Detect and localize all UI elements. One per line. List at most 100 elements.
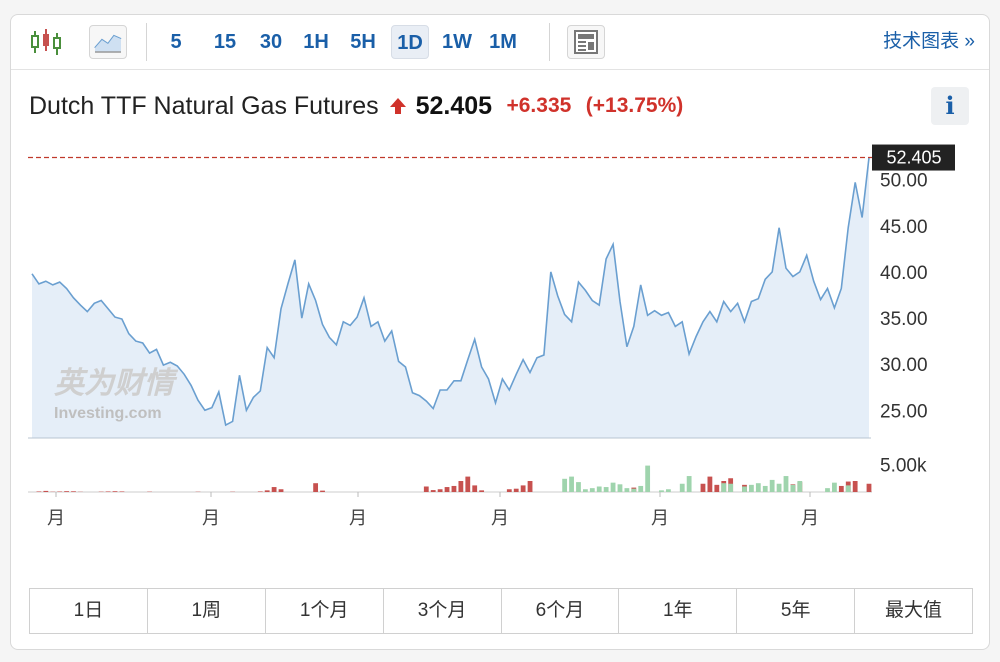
price-line	[31, 157, 870, 427]
y-tick-label: 30.00	[880, 355, 928, 376]
volume-bar-down	[721, 483, 727, 492]
range-button-4[interactable]: 6个月	[502, 589, 620, 633]
volume-bar-down	[617, 484, 623, 492]
volume-bar-down	[631, 488, 637, 492]
y-tick-label: 50.00	[880, 171, 928, 192]
volume-bar-down	[569, 476, 574, 492]
volume-bar-down	[603, 487, 609, 492]
volume-bar-down	[797, 481, 803, 492]
watermark-cn: 英为财情	[54, 367, 179, 400]
volume-bar-up	[119, 491, 125, 492]
arrow-up-icon	[383, 97, 411, 114]
volume-bar-down	[825, 488, 830, 492]
volume-bar-up	[520, 485, 526, 492]
advanced-chart-link[interactable]: 技术图表 »	[883, 31, 975, 52]
x-tick-label: 月	[801, 508, 819, 528]
interval-button-5[interactable]: 5	[170, 31, 182, 53]
volume-bar-down	[624, 488, 630, 492]
volume-bar-down	[665, 489, 671, 492]
last-price-tag	[872, 144, 955, 171]
interval-button-15[interactable]: 15	[213, 31, 237, 53]
chart-toolbar: 5 15 30 1H 5H 1D 1W 1M 技术图表 »	[11, 15, 989, 70]
interval-button-1d[interactable]: 1D	[391, 25, 429, 59]
x-tick-label: 月	[651, 508, 669, 528]
volume-bar-up	[479, 490, 485, 492]
candlestick-icon[interactable]	[27, 25, 65, 59]
volume-bar-up	[64, 491, 69, 492]
volume-bar-down	[686, 476, 692, 492]
volume-bar-up	[264, 490, 270, 492]
volume-bar-down	[659, 490, 664, 492]
volume-bar-up	[506, 489, 512, 492]
volume-bar-up	[112, 491, 118, 492]
volume-bar-down	[610, 482, 616, 492]
volume-bar-up	[866, 483, 872, 492]
area-chart-icon[interactable]	[89, 25, 127, 59]
toolbar-divider	[549, 23, 550, 61]
volume-bar-down	[749, 484, 754, 492]
range-button-3[interactable]: 3个月	[384, 589, 502, 633]
volume-bar-down	[645, 465, 651, 492]
time-range-selector: 1日 1周 1个月 3个月 6个月 1年 5年 最大值	[29, 588, 973, 634]
volume-bar-up	[271, 487, 277, 492]
watermark-en: Investing.com	[54, 405, 162, 422]
volume-bar-up	[320, 490, 325, 492]
volume-bar-up	[71, 491, 76, 492]
x-tick-label: 月	[349, 508, 367, 528]
interval-button-1m[interactable]: 1M	[489, 31, 517, 53]
volume-bar-down	[582, 489, 588, 492]
volume-bar-up	[43, 490, 49, 492]
range-button-1[interactable]: 1周	[148, 589, 266, 633]
volume-bar-down	[790, 484, 796, 492]
volume-bar-up	[472, 485, 478, 492]
volume-bar-down	[783, 476, 789, 492]
volume-bar-down	[679, 483, 685, 492]
price-change: +6.335	[506, 94, 572, 117]
volume-bar-down	[728, 483, 734, 492]
volume-bar-up	[423, 486, 429, 492]
volume-bar-down	[576, 482, 581, 492]
volume-bar-up	[257, 491, 263, 492]
interval-button-1h[interactable]: 1H	[303, 31, 329, 53]
volume-bar-up	[313, 483, 319, 492]
volume-bar-up	[707, 476, 713, 492]
range-button-2[interactable]: 1个月	[266, 589, 384, 633]
volume-bar-up	[451, 485, 457, 492]
x-tick-label: 月	[491, 508, 509, 528]
last-price: 52.405	[415, 92, 493, 120]
interval-button-30[interactable]: 30	[259, 31, 283, 53]
interval-button-5h[interactable]: 5H	[350, 31, 376, 53]
toolbar-divider	[146, 23, 147, 61]
volume-bar-up	[465, 476, 471, 492]
volume-bar-up	[527, 481, 533, 492]
volume-bar-down	[589, 488, 595, 492]
range-button-0[interactable]: 1日	[30, 589, 148, 633]
volume-bar-down	[755, 483, 761, 492]
range-button-7[interactable]: 最大值	[885, 600, 943, 621]
volume-bar-down	[776, 483, 782, 492]
price-chart: 52.405 50.00 45.00 40.00 35.00 30.00 25.00 英为财情…	[28, 144, 955, 528]
layout-icon[interactable]	[567, 25, 605, 59]
volume-bar-up	[437, 489, 443, 492]
quote-header: Dutch TTF Natural Gas Futures 52.405 +6.…	[29, 89, 683, 123]
volume-bar-down	[596, 486, 602, 492]
volume-bar-down	[845, 485, 851, 492]
last-price-label: 52.405	[886, 148, 941, 168]
volume-bar-up	[444, 487, 450, 492]
volume-bar-down	[562, 478, 568, 492]
instrument-name: Dutch TTF Natural Gas Futures	[29, 92, 379, 120]
volume-bar-up	[278, 489, 284, 492]
x-tick-label: 月	[202, 508, 220, 528]
volume-bar-down	[769, 479, 775, 492]
volume-bar-down	[742, 486, 747, 492]
info-icon[interactable]: i	[931, 87, 969, 125]
interval-button-1w[interactable]: 1W	[442, 31, 472, 53]
range-button-6[interactable]: 5年	[737, 589, 856, 633]
y-tick-label: 45.00	[880, 217, 928, 238]
volume-tick-label: 5.00k	[880, 456, 927, 477]
volume-bar-down	[762, 485, 768, 492]
price-change-percent: (+13.75%)	[585, 94, 684, 117]
volume-bar-up	[714, 484, 720, 492]
range-button-5[interactable]: 1年	[619, 589, 738, 633]
y-tick-label: 35.00	[880, 309, 928, 330]
